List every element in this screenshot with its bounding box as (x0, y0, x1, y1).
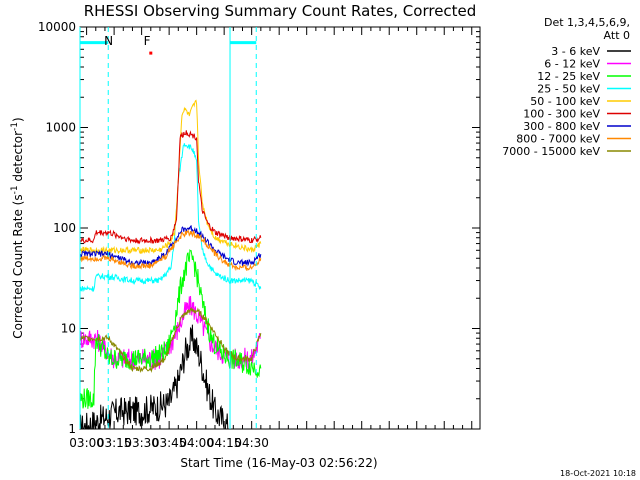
flare-flag-marker (149, 51, 153, 55)
y-axis-label: Corrected Count Rate (s-1 detector-1) (10, 117, 25, 338)
series-line-12-25-kev (79, 249, 262, 409)
x-tick-label: 04:00 (179, 436, 214, 450)
legend-entry-label: 800 - 7000 keV (516, 133, 600, 146)
legend-entry-label: 50 - 100 keV (530, 95, 600, 108)
series-line-3-6-kev (79, 324, 230, 430)
legend-entry-label: 25 - 50 keV (537, 83, 600, 96)
x-tick-label: 04:15 (207, 436, 242, 450)
x-tick-label: 03:15 (97, 436, 132, 450)
x-tick-label: 03:30 (124, 436, 159, 450)
y-axis-label-close: ) (11, 117, 25, 122)
series-line-7000-15000-kev (79, 306, 262, 374)
x-axis-label: Start Time (16-May-03 02:56:22) (180, 456, 377, 470)
series-layer (79, 99, 262, 430)
y-axis-label-unit: detector (11, 131, 25, 186)
series-line-800-7000-kev (79, 228, 262, 271)
chart-title: RHESSI Observing Summary Count Rates, Co… (84, 2, 477, 20)
legend-entry-label: 12 - 25 keV (537, 70, 600, 83)
y-tick-label: 10000 (38, 20, 76, 34)
legend-entry-label: 7000 - 15000 keV (502, 145, 600, 158)
y-tick-label: 100 (53, 221, 76, 235)
generation-timestamp: 18-Oct-2021 10:18 (560, 469, 636, 478)
y-tick-label: 10 (61, 322, 76, 336)
series-line-25-50-kev (79, 143, 262, 293)
flag-label: F (144, 34, 151, 48)
x-tick-label: 03:00 (69, 436, 104, 450)
y-axis: 1 10 100 1000 10000 (38, 20, 480, 436)
series-line-50-100-kev (79, 99, 262, 255)
legend-entry-label: 300 - 800 keV (523, 120, 600, 133)
series-line-300-800-kev (79, 225, 262, 267)
legend-header-line-2: Att 0 (604, 29, 630, 42)
x-tick-label: 04:30 (234, 436, 269, 450)
y-axis-label-exponent-1: -1 (10, 185, 20, 194)
x-tick-label: 03:45 (152, 436, 187, 450)
series-line-100-300-kev (79, 130, 262, 245)
y-tick-label: 1 (68, 422, 76, 436)
y-axis-label-text: Corrected Count Rate (s (11, 194, 25, 338)
legend-header-line-1: Det 1,3,4,5,6,9, (544, 16, 630, 29)
flag-label: N (104, 34, 113, 48)
y-tick-label: 1000 (45, 121, 76, 135)
legend-entry-label: 3 - 6 keV (551, 45, 600, 58)
y-axis-label-exponent-2: -1 (10, 122, 20, 131)
legend-entry-label: 100 - 300 keV (523, 108, 600, 121)
legend-entry-label: 6 - 12 keV (544, 58, 600, 71)
